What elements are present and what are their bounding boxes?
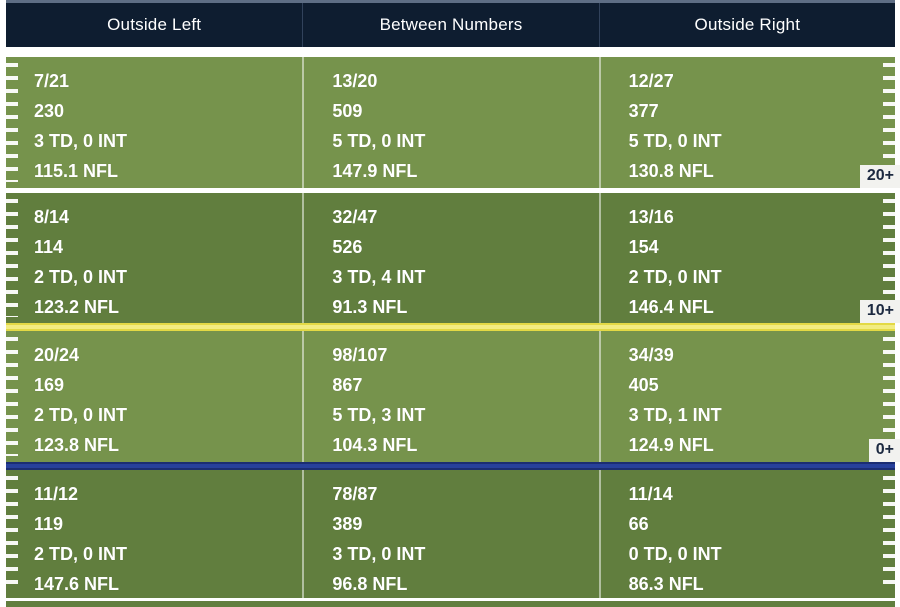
completions-attempts: 11/14	[628, 484, 673, 504]
stat-cell-10plus-between-numbers: 32/47 526 3 TD, 4 INT 91.3 NFL	[302, 193, 598, 323]
stat-cell-20plus-outside-right: 12/27 377 5 TD, 0 INT 130.8 NFL	[598, 57, 895, 188]
nfl-rating: 130.8 NFL	[628, 161, 714, 181]
stat-cell-10plus-outside-right: 13/16 154 2 TD, 0 INT 146.4 NFL	[598, 193, 895, 323]
td-int: 2 TD, 0 INT	[34, 544, 128, 564]
right-hash-marks	[883, 63, 895, 182]
completions-attempts: 12/27	[628, 71, 674, 91]
field-chart: 7/21 230 3 TD, 0 INT 115.1 NFL 13/20 509…	[6, 57, 900, 607]
completions-attempts: 13/16	[628, 207, 674, 227]
yards: 509	[332, 101, 363, 121]
completions-attempts: 32/47	[332, 207, 378, 227]
yardline-badge-10plus: 10+	[859, 300, 900, 323]
td-int: 5 TD, 0 INT	[628, 131, 722, 151]
td-int: 2 TD, 0 INT	[34, 267, 128, 287]
nfl-rating: 104.3 NFL	[332, 435, 418, 455]
yards: 405	[628, 375, 659, 395]
nfl-rating: 147.9 NFL	[332, 161, 418, 181]
white-yard-line	[6, 598, 895, 601]
completions-attempts: 11/12	[34, 484, 79, 504]
right-hash-marks	[883, 199, 895, 317]
td-int: 2 TD, 0 INT	[34, 405, 128, 425]
completions-attempts: 20/24	[34, 345, 80, 365]
stat-cell-0plus-outside-left: 20/24 169 2 TD, 0 INT 123.8 NFL	[6, 331, 302, 462]
field-zone-20plus: 7/21 230 3 TD, 0 INT 115.1 NFL 13/20 509…	[6, 57, 900, 188]
yards: 526	[332, 237, 363, 257]
yardline-badge-0plus: 0+	[868, 439, 900, 462]
column-header-outside-left: Outside Left	[107, 15, 202, 34]
yards: 66	[628, 514, 649, 534]
nfl-rating: 123.8 NFL	[34, 435, 120, 455]
td-int: 0 TD, 0 INT	[628, 544, 722, 564]
nfl-rating: 96.8 NFL	[332, 574, 408, 594]
stat-cell-20plus-outside-left: 7/21 230 3 TD, 0 INT 115.1 NFL	[6, 57, 302, 188]
completions-attempts: 13/20	[332, 71, 378, 91]
yards: 377	[628, 101, 659, 121]
nfl-rating: 91.3 NFL	[332, 297, 408, 317]
yellow-first-down-line	[6, 323, 895, 331]
stat-cell-behind-outside-left: 11/12 119 2 TD, 0 INT 147.6 NFL	[6, 470, 302, 599]
nfl-rating: 123.2 NFL	[34, 297, 120, 317]
yards: 867	[332, 375, 363, 395]
field-zone-10plus: 8/14 114 2 TD, 0 INT 123.2 NFL 32/47 526…	[6, 193, 900, 323]
nfl-rating: 147.6 NFL	[34, 574, 120, 594]
completions-attempts: 98/107	[332, 345, 388, 365]
right-hash-marks	[883, 337, 895, 456]
column-header-between-numbers: Between Numbers	[302, 3, 598, 47]
yards: 169	[34, 375, 65, 395]
td-int: 3 TD, 4 INT	[332, 267, 426, 287]
stat-cell-behind-outside-right: 11/14 66 0 TD, 0 INT 86.3 NFL	[598, 470, 895, 599]
td-int: 5 TD, 3 INT	[332, 405, 426, 425]
right-hash-marks	[883, 476, 895, 592]
completions-attempts: 7/21	[34, 71, 70, 91]
white-yard-line	[6, 188, 895, 193]
td-int: 3 TD, 1 INT	[628, 405, 722, 425]
field-edge-strip	[6, 601, 895, 607]
blue-line-of-scrimmage	[6, 462, 895, 470]
yards: 230	[34, 101, 65, 121]
td-int: 3 TD, 0 INT	[332, 544, 426, 564]
yards: 119	[34, 514, 64, 534]
yards: 389	[332, 514, 363, 534]
nfl-rating: 86.3 NFL	[628, 574, 704, 594]
yardline-badge-20plus: 20+	[859, 165, 900, 188]
nfl-rating: 146.4 NFL	[628, 297, 714, 317]
completions-attempts: 34/39	[628, 345, 674, 365]
column-header-outside-right: Outside Right	[598, 3, 895, 47]
stat-cell-0plus-between-numbers: 98/107 867 5 TD, 3 INT 104.3 NFL	[302, 331, 598, 462]
stat-cell-0plus-outside-right: 34/39 405 3 TD, 1 INT 124.9 NFL	[598, 331, 895, 462]
stat-cell-20plus-between-numbers: 13/20 509 5 TD, 0 INT 147.9 NFL	[302, 57, 598, 188]
field-zone-0plus: 20/24 169 2 TD, 0 INT 123.8 NFL 98/107 8…	[6, 331, 900, 462]
left-hash-marks	[6, 199, 18, 317]
td-int: 3 TD, 0 INT	[34, 131, 128, 151]
td-int: 2 TD, 0 INT	[628, 267, 722, 287]
stat-cell-behind-between-numbers: 78/87 389 3 TD, 0 INT 96.8 NFL	[302, 470, 598, 599]
left-hash-marks	[6, 337, 18, 456]
left-hash-marks	[6, 63, 18, 182]
left-hash-marks	[6, 476, 18, 592]
yards: 114	[34, 237, 64, 257]
stat-cell-10plus-outside-left: 8/14 114 2 TD, 0 INT 123.2 NFL	[6, 193, 302, 323]
nfl-rating: 115.1 NFL	[34, 161, 119, 181]
nfl-rating: 124.9 NFL	[628, 435, 714, 455]
completions-attempts: 8/14	[34, 207, 70, 227]
field-zone-behind-los: 11/12 119 2 TD, 0 INT 147.6 NFL 78/87 38…	[6, 470, 895, 599]
field-location-header: Outside Left Between Numbers Outside Rig…	[6, 0, 895, 47]
td-int: 5 TD, 0 INT	[332, 131, 426, 151]
yards: 154	[628, 237, 659, 257]
completions-attempts: 78/87	[332, 484, 378, 504]
